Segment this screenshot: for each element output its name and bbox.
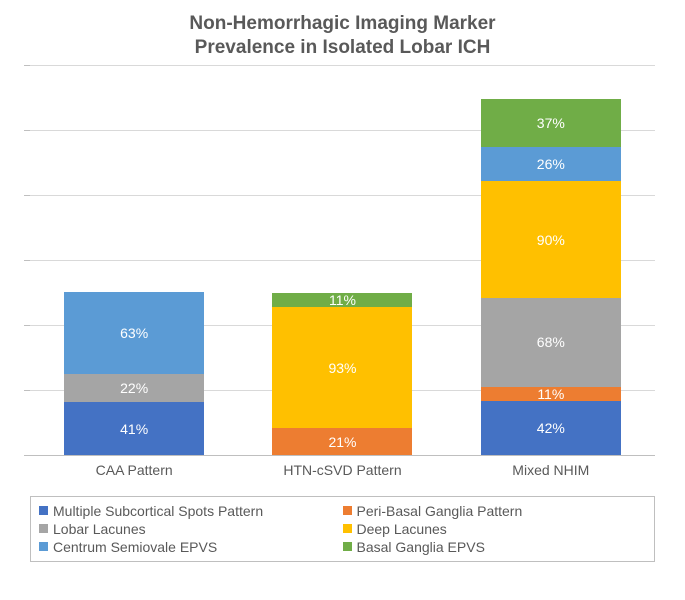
x-axis-line — [30, 455, 655, 456]
bar-segment: 22% — [64, 374, 204, 403]
legend: Multiple Subcortical Spots Pattern Peri-B… — [39, 503, 646, 557]
chart-title-line1: Non-Hemorrhagic Imaging Marker — [189, 13, 495, 34]
x-axis-label: Mixed NHIM — [481, 462, 621, 478]
legend-item: Lobar Lacunes — [39, 521, 343, 537]
bar-segment: 37% — [481, 99, 621, 147]
bar-segment: 93% — [272, 307, 412, 428]
legend-item: Peri-Basal Ganglia Pattern — [343, 503, 647, 519]
legend-label: Peri-Basal Ganglia Pattern — [357, 503, 523, 519]
chart-title-line2: Prevalence in Isolated Lobar ICH — [195, 37, 491, 58]
x-axis-labels: CAA Pattern HTN-cSVD Pattern Mixed NHIM — [30, 462, 655, 478]
legend-label: Basal Ganglia EPVS — [357, 539, 485, 555]
x-axis-label: HTN-cSVD Pattern — [272, 462, 412, 478]
legend-label: Centrum Semiovale EPVS — [53, 539, 217, 555]
bar-segment: 68% — [481, 298, 621, 386]
legend-box: Multiple Subcortical Spots Pattern Peri-B… — [30, 496, 655, 562]
chart-title: Non-Hemorrhagic Imaging Marker Prevalenc… — [20, 12, 665, 60]
legend-swatch — [343, 524, 352, 533]
chart-container: Non-Hemorrhagic Imaging Marker Prevalenc… — [0, 0, 685, 600]
legend-swatch — [343, 506, 352, 515]
legend-label: Deep Lacunes — [357, 521, 447, 537]
bar-column: 21%93%11% — [272, 293, 412, 455]
bar-segment: 26% — [481, 147, 621, 181]
bar-segment: 21% — [272, 428, 412, 455]
bars-area: 41%22%63%21%93%11%42%11%68%90%26%37% — [30, 66, 655, 456]
legend-item: Multiple Subcortical Spots Pattern — [39, 503, 343, 519]
legend-item: Deep Lacunes — [343, 521, 647, 537]
bar-segment: 90% — [481, 181, 621, 298]
bar-segment: 11% — [481, 387, 621, 401]
legend-swatch — [39, 542, 48, 551]
legend-item: Basal Ganglia EPVS — [343, 539, 647, 555]
legend-swatch — [343, 542, 352, 551]
legend-swatch — [39, 524, 48, 533]
legend-label: Lobar Lacunes — [53, 521, 146, 537]
bar-column: 42%11%68%90%26%37% — [481, 99, 621, 455]
bar-column: 41%22%63% — [64, 292, 204, 456]
x-axis-label: CAA Pattern — [64, 462, 204, 478]
legend-item: Centrum Semiovale EPVS — [39, 539, 343, 555]
bar-segment: 63% — [64, 292, 204, 374]
legend-swatch — [39, 506, 48, 515]
bar-segment: 42% — [481, 401, 621, 456]
bar-segment: 11% — [272, 293, 412, 307]
plot-area: 41%22%63%21%93%11%42%11%68%90%26%37% — [30, 66, 655, 456]
legend-label: Multiple Subcortical Spots Pattern — [53, 503, 263, 519]
bar-segment: 41% — [64, 402, 204, 455]
